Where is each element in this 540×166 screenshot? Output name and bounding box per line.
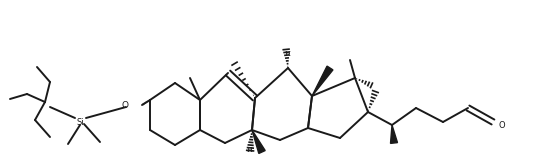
Text: Si: Si <box>76 118 84 126</box>
Text: O: O <box>121 100 128 110</box>
Text: O: O <box>499 121 505 129</box>
Polygon shape <box>312 66 333 96</box>
Text: H: H <box>285 50 291 58</box>
Polygon shape <box>390 125 397 143</box>
Text: H: H <box>247 146 253 154</box>
Polygon shape <box>252 130 265 153</box>
